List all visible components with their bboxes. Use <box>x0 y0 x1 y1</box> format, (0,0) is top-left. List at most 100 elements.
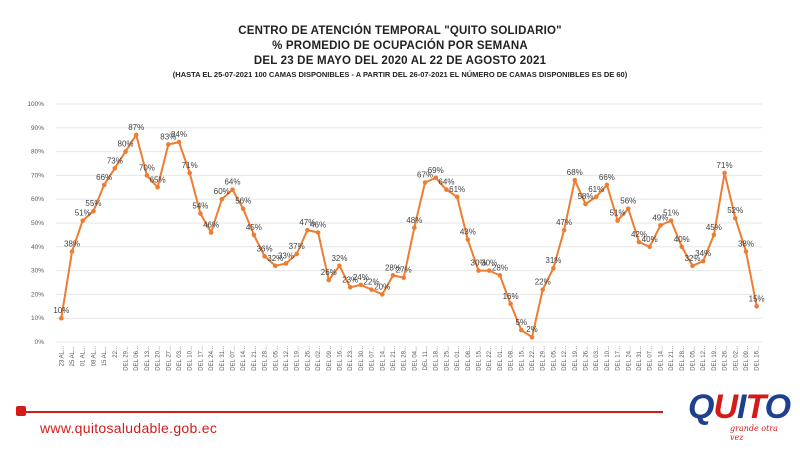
logo-letter: U <box>713 388 738 426</box>
data-point <box>412 225 417 231</box>
data-point <box>754 304 759 309</box>
data-point <box>711 232 717 238</box>
data-label: 42% <box>631 230 647 239</box>
x-tick-label: DEL 29... <box>124 346 130 371</box>
data-label: 16% <box>503 292 519 301</box>
data-point <box>315 230 321 235</box>
data-label: 55% <box>85 199 101 208</box>
data-label: 40% <box>674 235 690 244</box>
data-point <box>700 258 706 264</box>
data-label: 51% <box>663 209 679 218</box>
data-point <box>476 268 481 273</box>
x-tick-label: 01 AL... <box>81 346 87 367</box>
data-point <box>133 132 139 138</box>
data-label: 46% <box>203 221 219 230</box>
x-tick-label: DEL 12... <box>701 346 707 371</box>
data-point <box>251 232 257 238</box>
data-label: 10% <box>53 306 69 315</box>
data-point <box>326 277 332 283</box>
x-tick-label: 15 AL... <box>102 346 108 367</box>
data-label: 36% <box>257 244 273 253</box>
data-point <box>572 177 578 183</box>
data-point <box>454 194 460 200</box>
data-label: 70% <box>139 163 155 172</box>
data-label: 45% <box>246 223 262 232</box>
x-tick-label: DEL 04... <box>412 346 418 371</box>
data-point <box>625 206 631 212</box>
data-label: 31% <box>545 256 561 265</box>
x-tick-label: DEL 17... <box>198 346 204 371</box>
chart-date-range: DEL 23 DE MAYO DEL 2020 AL 22 DE AGOSTO … <box>253 55 547 67</box>
data-label: 24% <box>353 273 369 282</box>
x-tick-label: DEL 26... <box>584 346 590 371</box>
data-label: 38% <box>738 240 754 249</box>
y-tick-label: 10% <box>31 315 44 322</box>
data-point <box>230 187 235 192</box>
x-tick-label: 22... <box>113 346 119 358</box>
data-label: 51% <box>610 209 626 218</box>
data-point <box>508 301 513 307</box>
y-tick-label: 80% <box>31 149 44 156</box>
data-label: 32% <box>267 254 283 263</box>
data-point <box>379 292 385 297</box>
x-tick-label: DEL 02... <box>733 346 739 371</box>
footer-website-link[interactable]: www.quitosaludable.gob.ec <box>40 420 218 436</box>
data-point <box>337 263 342 269</box>
data-point <box>444 187 449 192</box>
x-tick-label: 08 AL... <box>91 346 97 367</box>
data-point <box>519 327 524 333</box>
x-tick-label: DEL 03... <box>177 346 183 371</box>
data-point <box>208 230 214 235</box>
data-label: 60% <box>214 187 230 196</box>
data-point <box>80 218 86 223</box>
data-point <box>486 268 492 273</box>
data-point <box>262 254 267 259</box>
x-tick-label: DEL 19... <box>712 346 718 371</box>
data-label: 71% <box>717 161 733 170</box>
data-point <box>422 180 428 185</box>
data-label: 32% <box>331 254 347 263</box>
x-tick-label: DEL 26... <box>723 346 729 371</box>
data-label: 46% <box>310 221 326 230</box>
data-point <box>668 218 674 223</box>
data-point <box>219 196 225 202</box>
x-tick-label: DEL 03... <box>594 346 600 371</box>
data-point <box>551 265 556 271</box>
x-tick-label: DEL 15... <box>519 346 525 371</box>
data-label: 30% <box>471 259 487 268</box>
data-point <box>123 149 128 154</box>
x-tick-label: DEL 24... <box>626 346 632 371</box>
x-tick-label: DEL 07... <box>370 346 376 371</box>
line-chart: 0% 10% 20% 30% 40% 50% 60% 70% 80% 90% 100% 23 AL..… <box>27 101 764 371</box>
x-tick-label: DEL 09... <box>327 346 333 371</box>
data-point <box>369 287 374 292</box>
data-point <box>101 182 107 188</box>
x-tick-label: DEL 16... <box>755 346 761 371</box>
x-tick-label: DEL 14... <box>241 346 247 371</box>
data-label: 66% <box>599 173 615 182</box>
data-point <box>155 185 160 190</box>
x-tick-label: DEL 30... <box>359 346 365 371</box>
logo-letter: O <box>764 388 791 426</box>
x-tick-label: DEL 19... <box>295 346 301 371</box>
data-label: 64% <box>438 178 454 187</box>
data-point <box>358 282 364 288</box>
data-point <box>294 251 299 257</box>
y-tick-label: 0% <box>35 339 45 346</box>
logo-letter: Q <box>688 388 714 426</box>
chart-subtitle: % PROMEDIO DE OCUPACIÓN POR SEMANA <box>272 40 528 52</box>
x-tick-label: DEL 06... <box>134 346 140 371</box>
data-point <box>561 227 567 233</box>
x-tick-label: 25 AL... <box>70 346 76 367</box>
data-point <box>732 215 738 221</box>
x-tick-label: DEL 15... <box>477 346 483 371</box>
x-tick-label: DEL 31... <box>220 346 226 371</box>
data-label: 22% <box>364 278 380 287</box>
x-tick-label: DEL 02... <box>316 346 322 371</box>
data-label: 68% <box>567 168 583 177</box>
x-tick-label: DEL 07... <box>648 346 654 371</box>
data-point <box>722 170 727 176</box>
data-label: 83% <box>160 132 176 141</box>
x-tick-label: DEL 01... <box>498 346 504 371</box>
x-tick-label: DEL 22... <box>530 346 536 371</box>
